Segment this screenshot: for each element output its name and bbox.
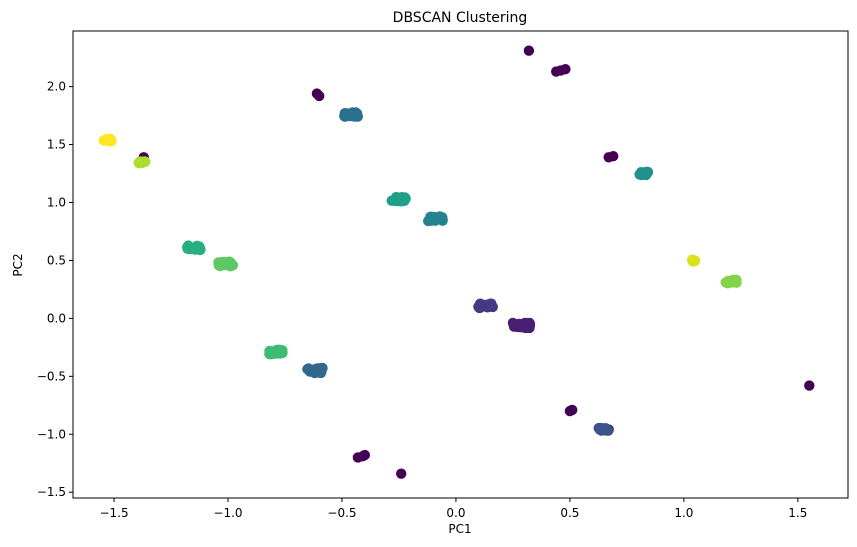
plot-frame <box>72 30 849 499</box>
data-point <box>223 259 234 270</box>
data-point <box>723 277 735 288</box>
y-axis-ticks: −1.5 −1.0 −0.5 0.0 0.5 1.0 1.5 2.0 <box>37 80 73 499</box>
x-tick-label: 1.5 <box>788 506 807 520</box>
x-tick-label: −1.5 <box>99 506 128 520</box>
data-point <box>567 404 578 416</box>
y-tick-label: 1.5 <box>47 138 66 152</box>
x-tick-label: −0.5 <box>327 506 356 520</box>
y-tick-label: −0.5 <box>37 369 66 383</box>
data-point <box>514 320 525 331</box>
y-tick-label: 0.5 <box>47 253 66 267</box>
data-point <box>182 243 193 254</box>
x-axis-label: PC1 <box>448 522 471 536</box>
data-point <box>195 244 206 255</box>
data-point <box>342 109 353 120</box>
chart-title: DBSCAN Clustering <box>393 10 528 26</box>
data-point <box>314 90 325 102</box>
data-point <box>264 348 275 360</box>
data-point <box>523 45 535 56</box>
data-point <box>135 157 146 169</box>
data-point <box>395 192 406 203</box>
x-axis-ticks: −1.5 −1.0 −0.5 0.0 0.5 1.0 1.5 <box>99 498 807 520</box>
data-point <box>804 380 815 391</box>
data-point <box>560 63 571 75</box>
y-axis-label: PC2 <box>11 253 25 276</box>
data-point <box>689 255 700 267</box>
y-tick-label: 2.0 <box>47 80 66 94</box>
data-point <box>474 302 485 314</box>
data-point <box>595 424 607 435</box>
y-tick-label: −1.5 <box>37 485 66 499</box>
y-tick-label: 0.0 <box>47 311 66 325</box>
y-tick-label: 1.0 <box>47 196 66 210</box>
data-point <box>608 151 619 162</box>
data-point <box>105 133 116 144</box>
y-tick-label: −1.0 <box>37 427 66 441</box>
data-point <box>309 366 320 378</box>
data-point <box>482 301 493 313</box>
x-tick-label: 0.5 <box>560 506 579 520</box>
data-points <box>98 45 815 479</box>
x-tick-label: 1.0 <box>674 506 693 520</box>
x-tick-label: −1.0 <box>213 506 242 520</box>
x-tick-label: 0.0 <box>446 506 465 520</box>
data-point <box>359 449 370 461</box>
data-point <box>396 468 407 479</box>
data-point <box>641 168 653 179</box>
data-point <box>430 213 441 224</box>
